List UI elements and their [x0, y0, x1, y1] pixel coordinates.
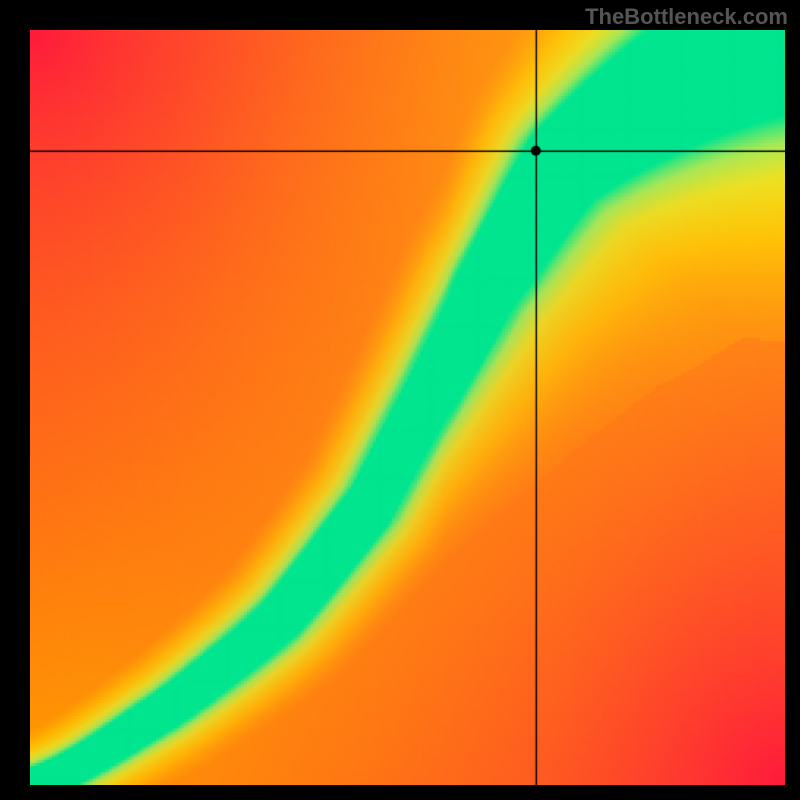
heatmap-canvas — [30, 30, 785, 785]
watermark-text: TheBottleneck.com — [585, 4, 788, 30]
chart-container: TheBottleneck.com — [0, 0, 800, 800]
